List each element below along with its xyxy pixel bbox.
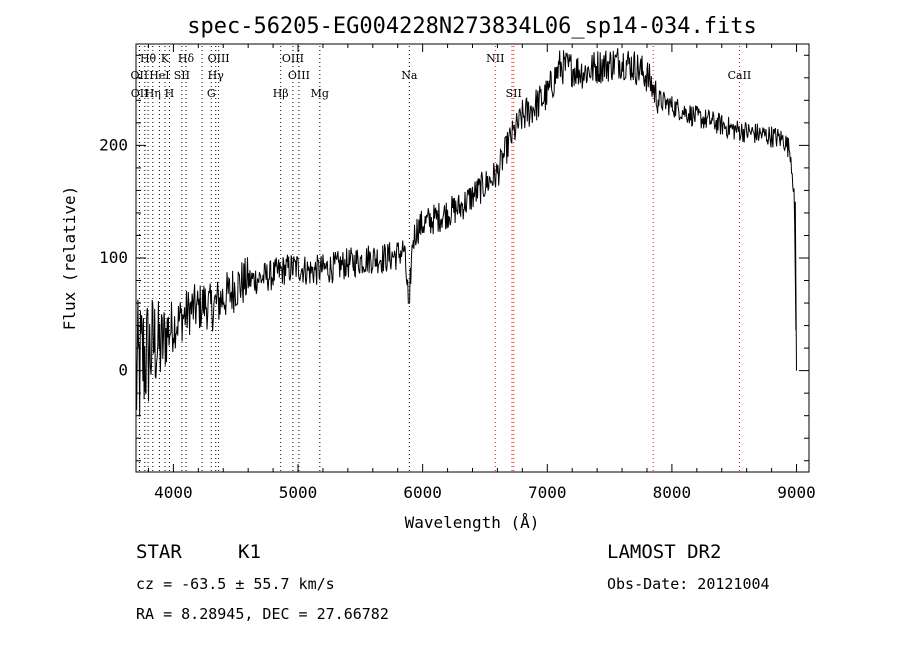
spectral-marker-label: Hγ	[208, 69, 225, 82]
object-subclass: K1	[238, 541, 261, 563]
plot-frame	[135, 43, 810, 473]
spectral-marker-label: Hδ	[178, 52, 195, 65]
survey-name: LAMOST DR2	[607, 541, 721, 563]
x-tick-label: 9000	[777, 483, 816, 502]
spectral-marker-label: OIII	[282, 52, 304, 65]
spectral-marker-label: Hβ	[273, 87, 289, 100]
spectral-marker-label: NII	[486, 52, 504, 65]
redshift-info: cz = -63.5 ± 55.7 km/s	[136, 575, 335, 593]
spectral-marker-label: CaII	[728, 69, 752, 82]
y-tick-label: 100	[99, 248, 128, 267]
spectral-line-markers	[138, 46, 740, 472]
x-axis-ticks: 4000 5000 6000 7000 8000 9000	[147, 44, 816, 502]
spectral-marker-label: Hη	[145, 87, 161, 100]
x-tick-label: 7000	[528, 483, 567, 502]
spectral-marker-label: HeI	[149, 69, 169, 82]
spectral-marker-label: K	[161, 52, 170, 65]
x-tick-label: 8000	[653, 483, 692, 502]
x-tick-label: 4000	[154, 483, 193, 502]
x-tick-label: 6000	[403, 483, 442, 502]
spectral-marker-label: OII	[131, 69, 149, 82]
object-class: STAR	[136, 541, 182, 563]
spectrum-series-line	[135, 48, 797, 417]
spectral-marker-label: Na	[401, 69, 418, 82]
y-tick-label: 200	[99, 135, 128, 154]
spectral-line-labels: Hθ K Hδ OIII OIII NII OII HeI SII Hγ OIII Na CaII OII…	[131, 52, 752, 100]
observation-date: Obs-Date: 20121004	[607, 575, 770, 593]
y-axis-ticks: 0 100 200	[99, 54, 809, 462]
x-tick-label: 5000	[279, 483, 318, 502]
spectral-marker-label: Mg	[311, 87, 329, 100]
x-axis-label: Wavelength (Å)	[405, 513, 540, 532]
spectral-marker-label: OIII	[288, 69, 310, 82]
chart-title: spec-56205-EG004228N273834L06_sp14-034.f…	[187, 14, 757, 39]
spectral-marker-label: SII	[174, 69, 190, 82]
spectral-marker-label: G	[207, 87, 216, 100]
coordinates-info: RA = 8.28945, DEC = 27.66782	[136, 605, 389, 623]
spectral-marker-label: H	[165, 87, 175, 100]
spectral-marker-label: Hθ	[140, 52, 157, 65]
spectral-marker-label: SII	[506, 87, 522, 100]
y-tick-label: 0	[118, 361, 128, 380]
spectral-marker-label: OII	[131, 87, 149, 100]
spectral-marker-label: OIII	[208, 52, 230, 65]
y-axis-label: Flux (relative)	[60, 186, 79, 331]
